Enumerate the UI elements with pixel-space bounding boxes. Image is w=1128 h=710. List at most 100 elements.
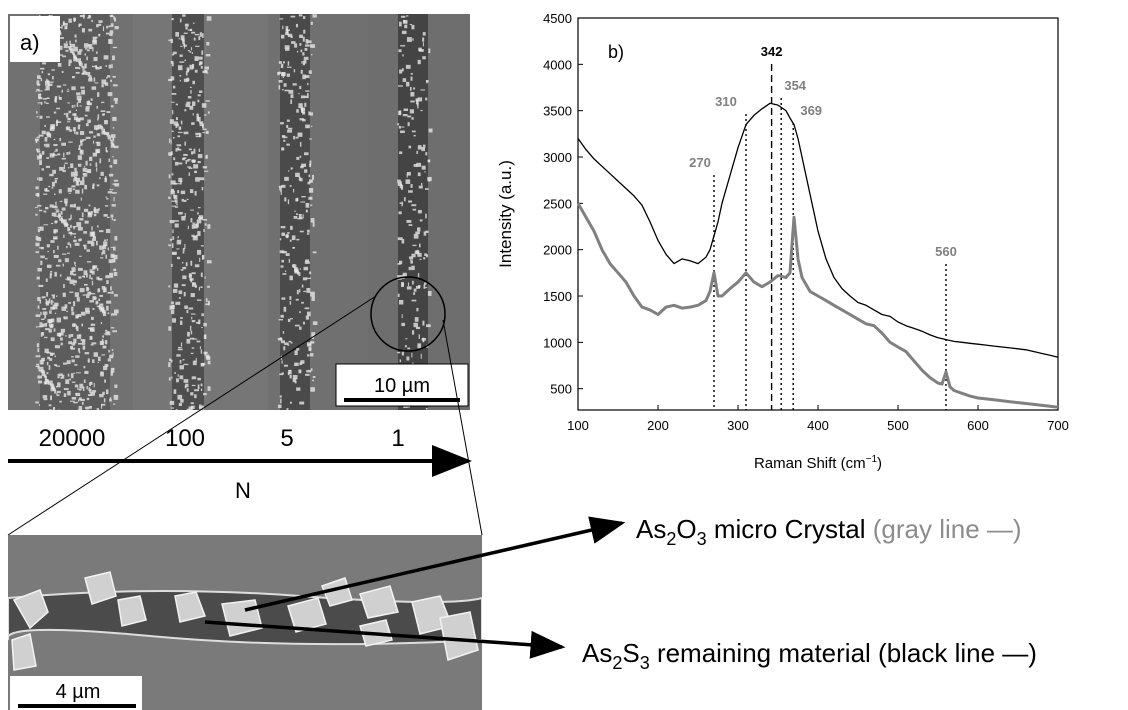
speck	[304, 169, 307, 172]
speck	[72, 105, 74, 108]
speck	[82, 177, 84, 181]
speck	[309, 179, 313, 182]
speck	[46, 166, 50, 168]
speck	[414, 164, 418, 167]
speck	[190, 29, 192, 31]
speck	[92, 185, 94, 189]
speck	[191, 32, 195, 34]
speck	[426, 254, 428, 257]
speck	[295, 381, 297, 383]
speck	[78, 155, 82, 160]
callout-text: micro Crystal	[707, 514, 873, 544]
speck	[37, 376, 42, 379]
speck	[108, 159, 110, 162]
speck	[70, 401, 75, 402]
speck	[306, 203, 310, 208]
speck	[60, 27, 62, 28]
speck	[184, 132, 189, 135]
speck	[291, 94, 294, 98]
speck	[77, 103, 78, 107]
speck	[178, 178, 182, 182]
speck	[84, 43, 88, 48]
speck	[78, 99, 81, 103]
speck	[55, 180, 57, 184]
speck	[305, 90, 309, 91]
speck	[51, 387, 55, 391]
speck	[296, 348, 299, 350]
speck	[174, 283, 178, 287]
speck	[112, 76, 115, 78]
speck	[46, 188, 48, 192]
speck	[40, 360, 44, 365]
speck	[114, 385, 117, 388]
speck	[114, 272, 117, 276]
speck	[171, 301, 174, 304]
speck	[201, 363, 204, 367]
speck	[81, 312, 86, 316]
speck	[204, 114, 206, 115]
speck	[89, 336, 92, 340]
speck	[39, 404, 40, 406]
speck	[87, 398, 89, 400]
speck	[293, 266, 294, 268]
speck	[417, 343, 421, 348]
speck	[283, 331, 284, 334]
speck	[202, 124, 204, 129]
speck	[73, 274, 76, 276]
speck	[36, 89, 39, 91]
speck	[206, 54, 211, 56]
speck	[108, 350, 110, 353]
speck	[79, 68, 80, 69]
speck	[279, 319, 283, 320]
speck	[43, 311, 48, 314]
speck	[87, 249, 90, 251]
speck	[404, 109, 409, 111]
speck	[174, 220, 179, 222]
speck	[206, 131, 209, 134]
speck	[196, 114, 199, 118]
speck	[289, 341, 291, 343]
speck	[189, 106, 193, 110]
speck	[66, 26, 68, 29]
speck	[78, 24, 80, 27]
speck	[301, 61, 302, 64]
speck	[69, 60, 72, 64]
speck	[51, 324, 54, 328]
y-tick-label: 2500	[543, 196, 572, 211]
x-axis-label-part: −1	[866, 454, 878, 465]
speck	[199, 287, 200, 291]
speck	[93, 236, 96, 241]
speck	[39, 160, 42, 165]
speck	[290, 99, 292, 104]
speck	[52, 182, 55, 187]
callout-text: remaining material (black line —)	[650, 638, 1037, 668]
speck	[286, 26, 289, 31]
speck	[98, 362, 99, 363]
speck	[300, 201, 305, 202]
speck	[288, 370, 292, 374]
speck	[301, 107, 303, 112]
subscript: 2	[612, 653, 622, 673]
speck	[305, 44, 310, 46]
speck	[46, 86, 50, 91]
speck	[62, 90, 63, 93]
speck	[94, 214, 96, 216]
speck	[110, 397, 112, 399]
speck	[293, 189, 294, 193]
peak-label: 560	[935, 244, 957, 259]
speck	[79, 351, 80, 353]
speck	[192, 52, 193, 54]
speck	[197, 212, 199, 214]
speck	[198, 385, 200, 390]
speck	[91, 324, 95, 326]
speck	[201, 50, 203, 54]
speck	[286, 144, 289, 146]
speck	[59, 97, 62, 100]
speck	[179, 75, 181, 77]
speck	[306, 370, 311, 373]
speck	[410, 259, 413, 260]
speck	[413, 323, 417, 327]
speck	[168, 362, 170, 367]
speck	[172, 318, 176, 322]
speck	[88, 215, 93, 217]
